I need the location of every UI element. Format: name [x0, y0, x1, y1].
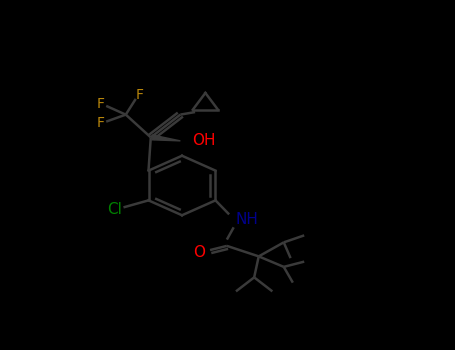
Text: NH: NH: [236, 212, 259, 227]
Text: F: F: [136, 88, 143, 103]
Text: F: F: [97, 117, 105, 131]
Text: O: O: [193, 245, 206, 260]
Text: Cl: Cl: [107, 202, 122, 217]
Text: F: F: [97, 97, 105, 111]
Text: OH: OH: [192, 133, 215, 148]
Polygon shape: [152, 135, 180, 141]
